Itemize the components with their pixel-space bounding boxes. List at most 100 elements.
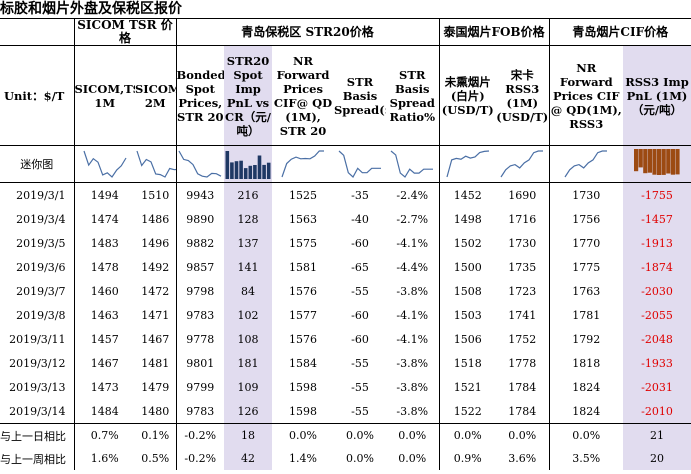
value-cell: 1784 (496, 399, 550, 424)
sparkline-bar (657, 149, 662, 175)
change-label: 与上一周相比 (0, 447, 75, 470)
table-row: 2019/3/1 1494 1510 9943 216 1525 -35 -2.4% 1452 1… (0, 182, 691, 207)
column-header: SICOM,TSR, 2M (135, 45, 177, 146)
value-cell: -4.1% (386, 327, 440, 351)
value-cell: -2010 (623, 399, 691, 424)
change-cell: 0.0% (453, 429, 482, 442)
value-cell: 141 (224, 255, 272, 279)
value-cell: 1472 (135, 279, 177, 303)
value-cell: -40 (351, 212, 369, 226)
sparkline-cell (176, 146, 224, 183)
value-cell: 1784 (496, 375, 550, 399)
sparkline-line (564, 150, 608, 178)
sparkline-chart (136, 150, 175, 178)
date-cell: 2019/3/13 (0, 375, 75, 399)
change-cell: 21 (623, 423, 691, 447)
value-cell: 1486 (135, 207, 177, 231)
value-cell: -35 (351, 188, 369, 202)
value-cell: 1770 (572, 236, 601, 250)
value-cell: 9801 (186, 356, 215, 370)
value-cell: 1598 (289, 380, 317, 394)
column-header: NR Forward Prices CIF @ QD(1M), RSS3 (550, 60, 622, 131)
value-cell: 108 (224, 327, 272, 351)
value-cell: 9783 (186, 308, 215, 322)
value-cell: 9890 (186, 212, 215, 226)
date-cell: 2019/3/5 (0, 231, 75, 255)
date-cell: 2019/3/1 (0, 182, 75, 207)
value-cell: 1824 (572, 404, 601, 418)
date-cell: 2019/3/11 (0, 327, 75, 351)
value-cell: 137 (224, 231, 272, 255)
price-table: SICOM TSR 价格 青岛保税区 STR20价格 泰国烟片FOB价格 青岛烟… (0, 19, 691, 470)
value-cell: 1716 (496, 207, 550, 231)
value-cell: 102 (224, 303, 272, 327)
value-cell: 1824 (572, 380, 601, 394)
page-title: 标胶和烟片外盘及保税区报价 (0, 1, 182, 17)
value-cell: -1913 (623, 231, 691, 255)
table-row: 2019/3/7 1460 1472 9798 84 1576 -55 -3.8% 1508 17… (0, 279, 691, 303)
change-cell: 1.6% (90, 452, 119, 465)
sparkline-bar (262, 164, 266, 179)
value-cell: 1584 (289, 356, 317, 370)
table-row: 2019/3/12 1467 1481 9801 181 1584 -55 -3.8% 1518… (0, 351, 691, 375)
value-cell: 84 (224, 279, 272, 303)
sparkline-bar (670, 149, 676, 175)
table-row: 2019/3/6 1478 1492 9857 141 1581 -65 -4.4% 1500 1… (0, 255, 691, 279)
value-cell: 1690 (496, 182, 550, 207)
value-cell: 1598 (289, 404, 317, 418)
sparkline-bar (643, 149, 648, 174)
change-cell: 0.7% (90, 429, 119, 442)
sparkline-bar (248, 165, 253, 179)
sparkline-bar (230, 162, 234, 179)
value-cell: 9857 (186, 260, 215, 274)
value-cell: -60 (351, 332, 369, 346)
sparkline-chart (83, 150, 127, 178)
change-cell: 0.1% (135, 423, 177, 447)
sparkline-cell (224, 145, 272, 183)
change-cell: -0.2% (184, 429, 217, 442)
sparkline-bar (666, 149, 671, 174)
value-cell: -3.8% (386, 351, 440, 375)
value-cell: 1522 (453, 404, 482, 418)
sparkline-cell (549, 146, 623, 183)
change-cell: 1.4% (289, 452, 317, 465)
value-cell: -3.8% (386, 399, 440, 424)
sparkline-bar (634, 149, 639, 172)
column-header: RSS3 Imp PnL (1M)（元/吨） (623, 45, 691, 146)
value-cell: 9882 (186, 236, 215, 250)
sparkline-bar (652, 149, 657, 175)
value-cell: 1756 (572, 212, 601, 226)
sparkline-bar (266, 162, 271, 179)
sparkline-line (178, 150, 222, 178)
group-qingdao-cif: 青岛烟片CIF价格 (572, 24, 669, 39)
date-cell: 2019/3/7 (0, 279, 75, 303)
value-cell: 9783 (186, 404, 215, 418)
value-cell: 1752 (496, 327, 550, 351)
change-cell: 0.0% (496, 423, 550, 447)
value-cell: 1484 (90, 404, 119, 418)
column-header: STR Basis Spread($/T) (334, 74, 386, 117)
sparkline-chart (500, 150, 544, 178)
value-cell: 1581 (289, 260, 317, 274)
value-cell: 1506 (453, 332, 482, 346)
value-cell: -2030 (623, 279, 691, 303)
value-cell: -60 (351, 236, 369, 250)
value-cell: 1452 (453, 188, 482, 202)
value-cell: 1576 (289, 284, 317, 298)
value-cell: 1467 (90, 356, 119, 370)
value-cell: 1778 (496, 351, 550, 375)
sparkline-bar (239, 160, 243, 179)
change-cell: 0.0% (572, 429, 601, 442)
value-cell: -60 (351, 308, 369, 322)
value-cell: 1494 (90, 188, 119, 202)
corner-cell (0, 19, 75, 46)
date-cell: 2019/3/8 (0, 303, 75, 327)
table-row: 2019/3/5 1483 1496 9882 137 1575 -60 -4.1% 1502 1… (0, 231, 691, 255)
value-cell: 1457 (90, 332, 119, 346)
date-cell: 2019/3/14 (0, 399, 75, 424)
value-cell: 1775 (572, 260, 601, 274)
sparkline-line (338, 150, 381, 178)
value-cell: 1510 (135, 182, 177, 207)
table-row: 2019/3/8 1463 1471 9783 102 1577 -60 -4.1% 1503 1… (0, 303, 691, 327)
sparkline-bar (638, 149, 643, 168)
